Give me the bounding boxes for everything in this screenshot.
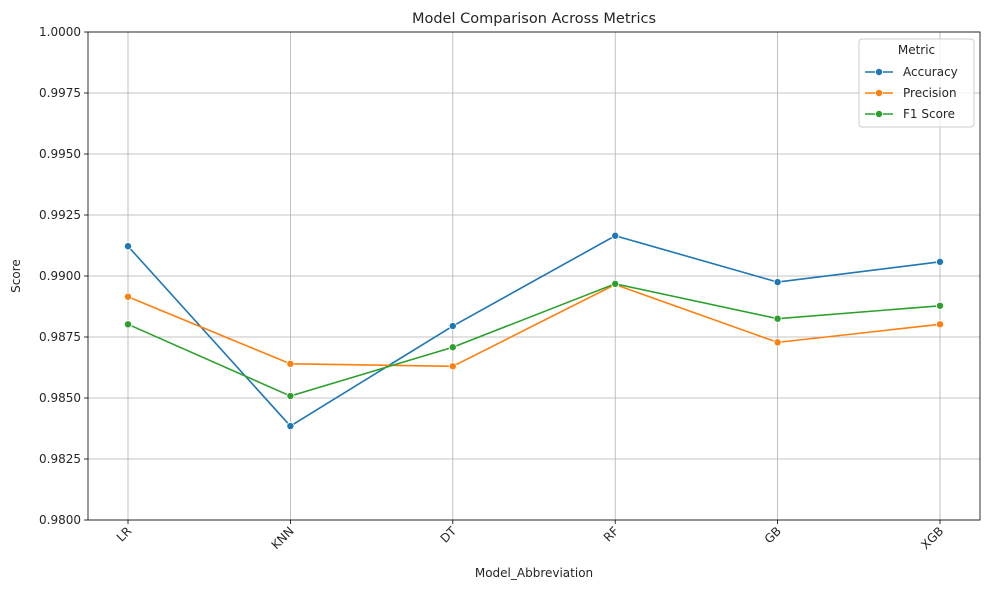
legend: Metric Accuracy Precision F1 Score [858,38,975,128]
data-point-accuracy [936,257,945,266]
data-point-accuracy [611,231,620,240]
legend-label-accuracy: Accuracy [903,65,958,79]
data-point-f1-score [448,343,457,352]
series-line-f1-score [127,282,941,397]
data-point-precision [936,320,945,329]
grid [88,31,980,521]
data-point-accuracy [286,422,295,431]
x-axis-ticks: LR KNN DT RF GB XGB [114,520,946,552]
x-tick-label: DT [438,524,460,546]
series-layer [124,231,945,431]
y-tick-label: 0.9925 [39,208,81,222]
y-axis-ticks: 0.9800 0.9825 0.9850 0.9875 0.9900 0.9925 0.99… [39,25,88,527]
x-tick-label: GB [762,524,784,546]
y-tick-label: 0.9975 [39,86,81,100]
chart-title: Model Comparison Across Metrics [412,11,656,27]
y-tick-label: 0.9875 [39,330,81,344]
legend-swatch-marker-f1-score [875,110,884,119]
legend-box [858,38,975,128]
series-line-accuracy [127,234,941,428]
y-axis-label: Score [9,259,23,293]
x-tick-label: KNN [269,524,297,552]
legend-label-f1-score: F1 Score [903,107,955,121]
legend-label-precision: Precision [903,86,957,100]
data-point-f1-score [773,314,782,323]
legend-swatch-marker-precision [875,89,884,98]
y-tick-label: 0.9850 [39,391,81,405]
data-point-accuracy [773,278,782,287]
x-tick-label: LR [114,524,135,545]
y-tick-label: 0.9825 [39,452,81,466]
x-axis-label: Model_Abbreviation [475,566,593,580]
data-point-precision [124,292,133,301]
y-tick-label: 0.9900 [39,269,81,283]
y-tick-label: 1.0000 [39,25,81,39]
series-line-precision [127,283,941,368]
y-tick-label: 0.9800 [39,513,81,527]
legend-items: Accuracy Precision F1 Score [865,65,958,121]
legend-title: Metric [898,43,935,57]
data-point-accuracy [448,322,457,331]
data-point-accuracy [124,242,133,251]
data-point-precision [773,338,782,347]
legend-swatch-marker-accuracy [875,68,884,77]
data-point-f1-score [124,320,133,329]
x-tick-label: XGB [918,524,946,552]
data-point-precision [448,362,457,371]
data-point-f1-score [286,392,295,401]
data-point-f1-score [936,301,945,310]
x-tick-label: RF [601,524,622,545]
y-tick-label: 0.9950 [39,147,81,161]
data-point-f1-score [611,279,620,288]
data-point-precision [286,359,295,368]
